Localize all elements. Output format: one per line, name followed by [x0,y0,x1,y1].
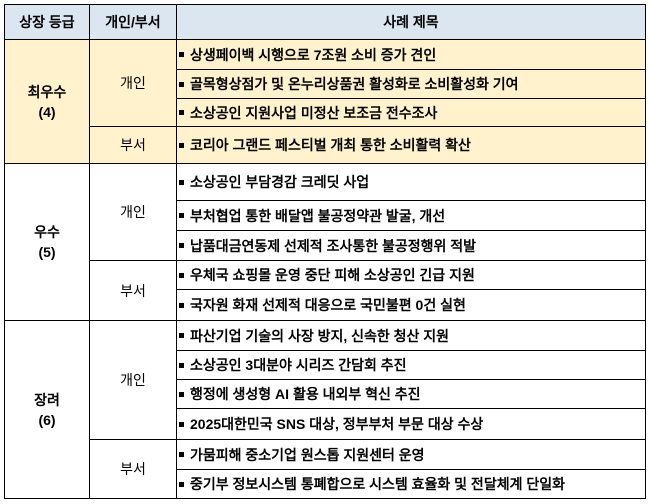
header-title: 사례 제목 [176,4,646,40]
header-type: 개인/부서 [89,4,177,40]
header-grade: 상장 등급 [4,4,90,40]
table-row: 부처협업 통한 배달앱 불공정약관 발굴, 개선 [5,200,646,231]
grade-count: (5) [38,244,56,260]
grade-cell: 장려 (6) [4,320,90,499]
table-row: 국자원 화재 선제적 대응으로 국민불편 0건 실현 [5,289,646,321]
case-title-cell: 상생페이백 시행으로 7조원 소비 증가 견인 [176,39,646,70]
case-title: 행정에 생성형 AI 활용 내외부 혁신 추진 [190,386,421,402]
case-title: 코리아 그랜드 페스티벌 개최 통한 소비활력 확산 [190,137,471,153]
type-cell: 개인 [89,320,177,440]
grade-count: (6) [38,411,56,428]
case-title: 골목형상점가 및 온누리상품권 활성화로 소비활성화 기여 [190,76,519,92]
type-cell: 부서 [89,126,177,164]
case-title: 상생페이백 시행으로 7조원 소비 증가 견인 [190,46,437,63]
square-bullet-icon [179,243,184,249]
case-title: 소상공인 지원사업 미정산 보조금 전수조사 [190,104,438,121]
case-title: 파산기업 기술의 사장 방지, 신속한 청산 지원 [190,327,450,344]
table-row: 골목형상점가 및 온누리상품권 활성화로 소비활성화 기여 [5,69,646,99]
case-title-cell: 소상공인 부담경감 크레딧 사업 [176,163,646,201]
case-title: 부처협업 통한 배달앱 불공정약관 발굴, 개선 [190,207,446,224]
square-bullet-icon [179,302,184,308]
case-title-cell: 골목형상점가 및 온누리상품권 활성화로 소비활성화 기여 [176,69,646,99]
table-row: 2025대한민국 SNS 대상, 정부부처 부문 대상 수상 [5,408,646,440]
type-cell: 부서 [89,260,177,321]
table-row: 납품대금연동제 선제적 조사통한 불공정행위 적발 [5,230,646,261]
type-cell: 개인 [89,39,177,127]
grade-cell: 우수 (5) [4,163,90,321]
grade-label: 장려 [34,391,60,408]
square-bullet-icon [179,272,184,278]
square-bullet-icon [179,52,184,58]
square-bullet-icon [179,391,184,397]
table-row: 부서 가뭄피해 중소기업 원스톱 지원센터 운영 [5,439,646,499]
square-bullet-icon [179,179,184,185]
square-bullet-icon [179,481,184,487]
table-row: 최우수 (4) 개인 상생페이백 시행으로 7조원 소비 증가 견인 [4,39,646,164]
case-title-cell: 코리아 그랜드 페스티벌 개최 통한 소비활력 확산 [176,126,646,164]
case-title: 소상공인 3대분야 시리즈 간담회 추진 [190,357,407,373]
grade-label: 우수 [34,224,60,240]
square-bullet-icon [179,213,184,219]
grade-cell: 최우수 (4) [4,39,90,164]
case-title-cell: 중기부 정보시스템 통폐합으로 시스템 효율화 및 전달체계 단일화 [176,469,646,499]
awards-table: 상장 등급 개인/부서 사례 제목 최우수 (4) 개인 상생페이백 시행으로 7조원… [4,4,646,499]
square-bullet-icon [179,142,184,148]
square-bullet-icon [179,110,184,116]
header-row: 상장 등급 개인/부서 사례 제목 [4,4,646,40]
grade-count: (4) [38,103,56,120]
case-title: 가뭄피해 중소기업 원스톱 지원센터 운영 [190,446,425,463]
case-title: 국자원 화재 선제적 대응으로 국민불편 0건 실현 [190,297,466,313]
square-bullet-icon [179,421,184,427]
case-title: 납품대금연동제 선제적 조사통한 불공정행위 적발 [190,237,477,254]
type-cell: 부서 [89,439,177,499]
table-row: 장려 (6) 개인 파산기업 기술의 사장 방지, 신속한 청산 지원 [4,320,646,499]
case-title-cell: 납품대금연동제 선제적 조사통한 불공정행위 적발 [176,230,646,261]
table-row: 소상공인 3대분야 시리즈 간담회 추진 [5,350,646,380]
case-title-cell: 가뭄피해 중소기업 원스톱 지원센터 운영 [176,439,646,470]
case-title: 2025대한민국 SNS 대상, 정부부처 부문 대상 수상 [190,416,484,432]
type-cell: 개인 [89,163,177,261]
table-row: 소상공인 지원사업 미정산 보조금 전수조사 [5,98,646,127]
case-title: 우체국 쇼핑몰 운영 중단 피해 소상공인 긴급 지원 [190,267,475,283]
case-title-cell: 2025대한민국 SNS 대상, 정부부처 부문 대상 수상 [176,408,646,440]
case-title-cell: 소상공인 3대분야 시리즈 간담회 추진 [176,350,646,380]
table-row: 우수 (5) 개인 소상공인 부담경감 크레딧 사업 [4,163,646,321]
table-row: 부서 코리아 그랜드 페스티벌 개최 통한 소비활력 확산 [5,126,646,164]
table-row: 부서 우체국 쇼핑몰 운영 중단 피해 소상공인 긴급 지원 [5,260,646,321]
square-bullet-icon [179,333,184,339]
case-title-cell: 소상공인 지원사업 미정산 보조금 전수조사 [176,98,646,127]
case-title-cell: 국자원 화재 선제적 대응으로 국민불편 0건 실현 [176,289,646,321]
square-bullet-icon [179,81,184,87]
case-title-cell: 파산기업 기술의 사장 방지, 신속한 청산 지원 [176,320,646,351]
case-title: 소상공인 부담경감 크레딧 사업 [190,174,370,190]
table-row: 중기부 정보시스템 통폐합으로 시스템 효율화 및 전달체계 단일화 [5,469,646,499]
square-bullet-icon [179,452,184,458]
grade-label: 최우수 [27,83,67,100]
square-bullet-icon [179,362,184,368]
case-title-cell: 행정에 생성형 AI 활용 내외부 혁신 추진 [176,379,646,409]
case-title-cell: 부처협업 통한 배달앱 불공정약관 발굴, 개선 [176,200,646,231]
case-title: 중기부 정보시스템 통폐합으로 시스템 효율화 및 전달체계 단일화 [190,476,565,492]
case-title-cell: 우체국 쇼핑몰 운영 중단 피해 소상공인 긴급 지원 [176,260,646,290]
